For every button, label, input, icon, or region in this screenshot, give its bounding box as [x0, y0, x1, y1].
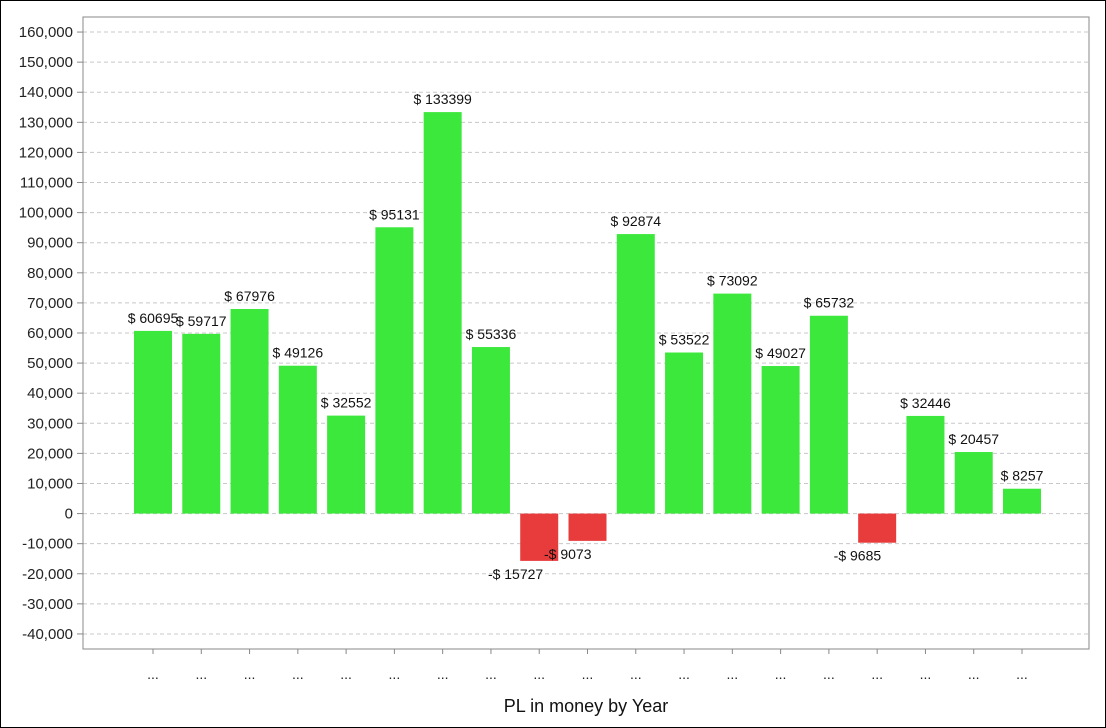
bar: [423, 112, 462, 514]
bar-value-label: $ 67976: [224, 288, 275, 304]
bar-value-label: $ 53522: [659, 331, 710, 347]
y-tick-label: -10,000: [22, 536, 73, 553]
y-tick-label: 130,000: [19, 114, 73, 131]
bar: [713, 293, 752, 514]
plot-area-border: [82, 16, 1090, 650]
x-tick-label: ...: [292, 666, 304, 682]
y-tick-label: 10,000: [27, 475, 73, 492]
bar: [761, 366, 800, 514]
bar: [134, 330, 172, 514]
bar-value-label: $ 73092: [707, 273, 758, 289]
bar: [471, 347, 510, 514]
x-tick-label: ...: [1016, 666, 1028, 682]
x-tick-label: ...: [630, 666, 642, 682]
y-tick-label: 40,000: [27, 385, 73, 402]
x-tick-label: ...: [437, 666, 449, 682]
x-tick-label: ...: [533, 666, 545, 682]
bar: [858, 513, 897, 543]
x-tick-label: ...: [678, 666, 690, 682]
bar-value-label: $ 59717: [176, 313, 227, 329]
y-tick-label: 50,000: [27, 355, 73, 372]
bar-value-label: $ 133399: [413, 91, 472, 107]
bar: [906, 415, 945, 514]
x-tick-label: ...: [968, 666, 980, 682]
bar: [327, 415, 366, 514]
x-tick-label: ...: [195, 666, 207, 682]
bar: [616, 234, 655, 514]
bar-value-label: $ 32446: [900, 395, 951, 411]
y-tick-label: 140,000: [19, 84, 73, 101]
x-tick-label: ...: [582, 666, 594, 682]
bar: [520, 513, 559, 561]
bar-value-label: $ 95131: [369, 206, 420, 222]
x-tick-label: ...: [485, 666, 497, 682]
bar: [375, 227, 414, 514]
x-tick-label: ...: [726, 666, 738, 682]
bar-value-label: $ 32552: [321, 395, 372, 411]
bar-value-label: $ 49126: [273, 345, 324, 361]
y-tick-label: -20,000: [22, 566, 73, 583]
y-tick-label: 160,000: [19, 24, 73, 41]
y-tick-label: 60,000: [27, 325, 73, 342]
bar: [665, 352, 704, 514]
bar-value-label: $ 49027: [755, 345, 806, 361]
bars: [134, 112, 1041, 561]
x-tick-label: ...: [244, 666, 256, 682]
y-tick-label: -40,000: [22, 626, 73, 643]
bar: [954, 452, 993, 514]
x-tick-label: ...: [775, 666, 787, 682]
bar-value-label: -$ 9073: [544, 546, 592, 562]
x-tick-label: ...: [147, 666, 159, 682]
bar-value-label: $ 55336: [466, 326, 517, 342]
y-tick-label: 30,000: [27, 415, 73, 432]
bar-value-label: -$ 15727: [488, 566, 543, 582]
y-tick-label: 120,000: [19, 144, 73, 161]
bar-value-label: $ 8257: [1001, 468, 1044, 484]
x-tick-label: ...: [389, 666, 401, 682]
bar: [230, 308, 269, 514]
x-axis-tick-labels: ........................................…: [147, 649, 1028, 682]
x-tick-label: ...: [871, 666, 883, 682]
bar: [278, 365, 317, 514]
y-tick-label: 150,000: [19, 54, 73, 71]
y-tick-label: 20,000: [27, 445, 73, 462]
y-tick-label: 100,000: [19, 205, 73, 222]
y-tick-label: 80,000: [27, 265, 73, 282]
bar-value-label: $ 20457: [948, 431, 999, 447]
bar: [809, 315, 848, 514]
x-axis-title: PL in money by Year: [504, 696, 668, 716]
bar-value-label: $ 92874: [610, 213, 661, 229]
bar: [182, 333, 221, 514]
y-tick-label: 70,000: [27, 295, 73, 312]
y-axis-tick-labels: 160,000 150,000 140,000 130,000 120,000 110,0…: [19, 24, 83, 643]
bar-value-label: $ 65732: [804, 295, 855, 311]
x-tick-label: ...: [340, 666, 352, 682]
y-tick-label: 110,000: [20, 175, 73, 192]
y-tick-label: 0: [65, 506, 73, 523]
bar-value-label: $ 60695: [128, 310, 179, 326]
x-tick-label: ...: [920, 666, 932, 682]
x-tick-label: ...: [823, 666, 835, 682]
bar: [568, 513, 607, 541]
bar: [1003, 488, 1041, 514]
y-tick-label: -30,000: [22, 596, 73, 613]
y-tick-label: 90,000: [27, 235, 73, 252]
bar-value-label: -$ 9685: [834, 548, 882, 564]
bar-value-labels: $ 60695$ 59717 $ 67976 $ 49126 $ 32552 $ 951…: [128, 91, 1044, 582]
